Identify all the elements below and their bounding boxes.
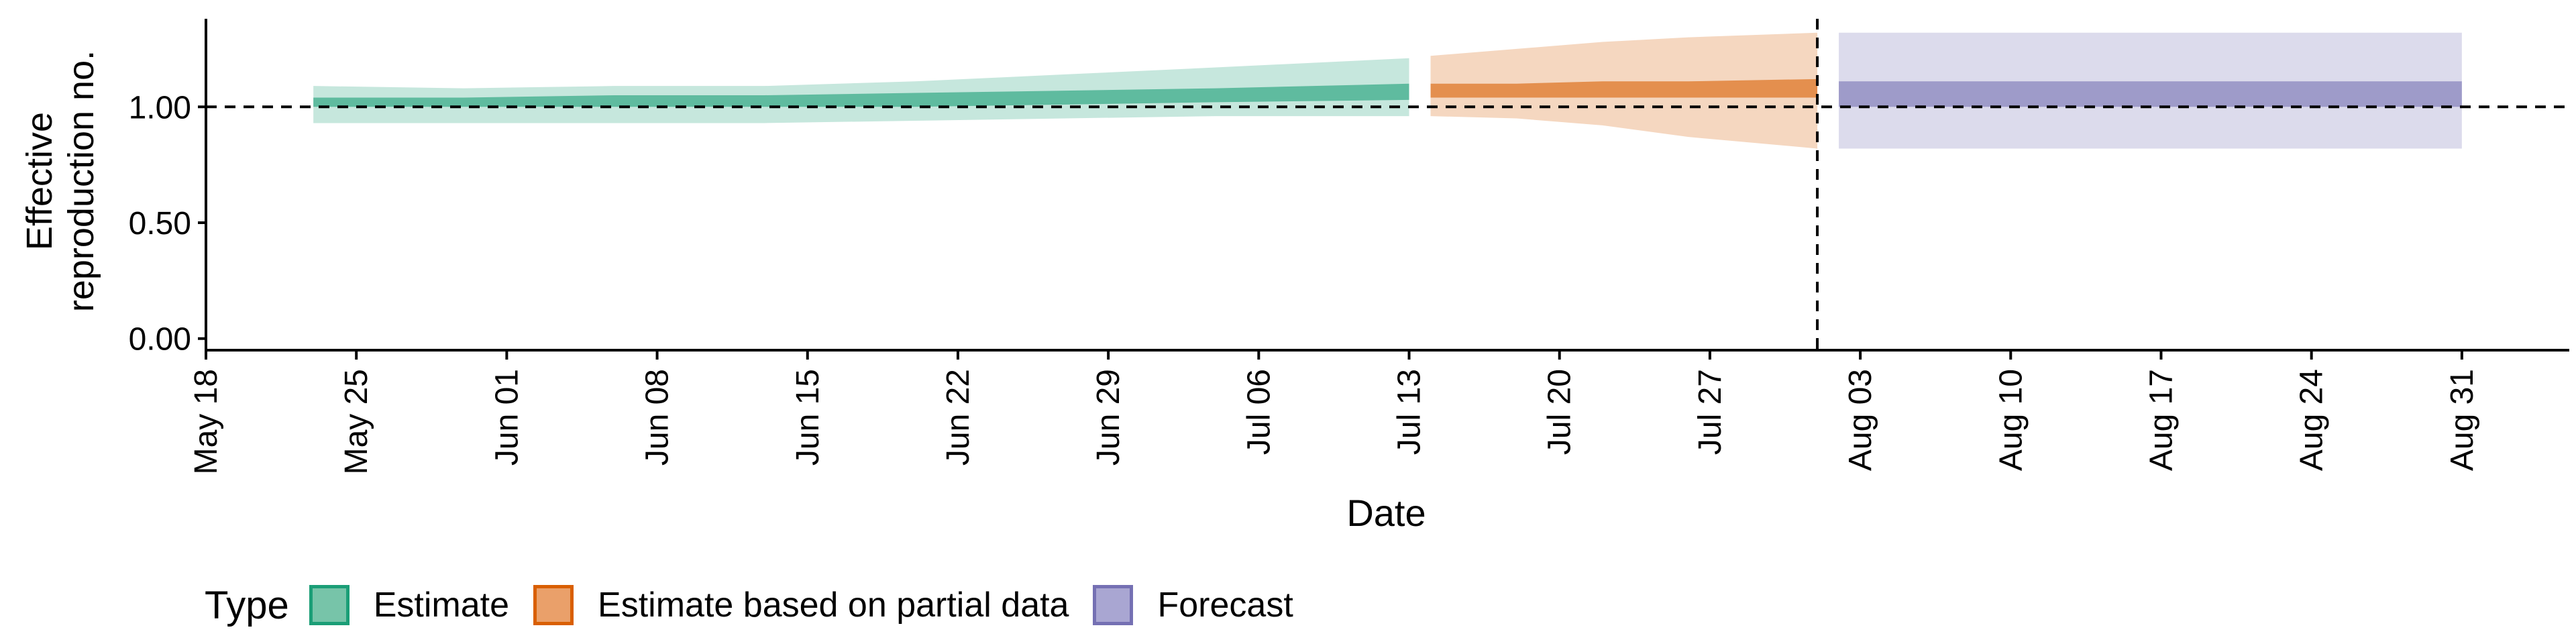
- legend-label-forecast: Forecast: [1157, 586, 1293, 625]
- legend-label-partial-data: Estimate based on partial data: [598, 586, 1069, 625]
- x-tick-label: Jul 13: [1392, 369, 1428, 455]
- x-tick-label: Aug 03: [1843, 369, 1878, 471]
- legend-key-estimate: [309, 585, 350, 625]
- x-tick-label: Aug 31: [2445, 369, 2480, 471]
- x-tick-label: Jun 01: [489, 369, 525, 466]
- x-tick-label: Jul 06: [1241, 369, 1277, 455]
- x-tick-label: Jun 29: [1091, 369, 1126, 466]
- y-axis-title-line-1: Effective: [19, 111, 60, 251]
- x-tick-label: Aug 10: [1993, 369, 2029, 471]
- legend-label-estimate: Estimate: [373, 586, 510, 625]
- legend: Type Estimate Estimate based on partial …: [205, 578, 1318, 632]
- x-tick-label: Jun 22: [941, 369, 976, 466]
- x-tick-label: Jul 20: [1542, 369, 1578, 455]
- x-tick-label: Aug 24: [2294, 369, 2330, 471]
- band-forecast-50: [1839, 81, 2462, 107]
- x-tick-label: May 18: [189, 369, 224, 474]
- legend-item-estimate: Estimate: [309, 585, 509, 625]
- legend-title: Type: [205, 583, 289, 627]
- legend-item-forecast: Forecast: [1093, 585, 1293, 625]
- x-tick-label: Jul 27: [1693, 369, 1728, 455]
- legend-item-partial-data: Estimate based on partial data: [533, 585, 1069, 625]
- x-tick-label: Jun 08: [640, 369, 676, 466]
- x-tick-label: Aug 17: [2143, 369, 2179, 471]
- x-axis-title: Date: [1346, 492, 1426, 534]
- x-tick-label: Jun 15: [790, 369, 826, 466]
- band-estimate-50: [313, 83, 1409, 107]
- chart-bands: [313, 32, 2462, 149]
- y-axis-ticks: 0.00 0.50 1.00: [129, 90, 206, 358]
- band-estimate-based-on-partial-data-50: [1430, 78, 1818, 98]
- y-axis-title: Effective reproduction no.: [19, 13, 102, 349]
- legend-key-partial-data: [533, 585, 574, 625]
- y-tick-label: 1.00: [129, 90, 191, 125]
- legend-key-forecast: [1093, 585, 1134, 625]
- x-tick-label: May 25: [339, 369, 374, 474]
- y-tick-label: 0.00: [129, 322, 191, 358]
- x-axis-ticks: May 18 May 25 Jun 01 Jun 08 Jun 15 Jun 22 Jun …: [189, 350, 2480, 474]
- y-axis-title-line-2: reproduction no.: [61, 50, 101, 313]
- y-tick-label: 0.50: [129, 206, 191, 241]
